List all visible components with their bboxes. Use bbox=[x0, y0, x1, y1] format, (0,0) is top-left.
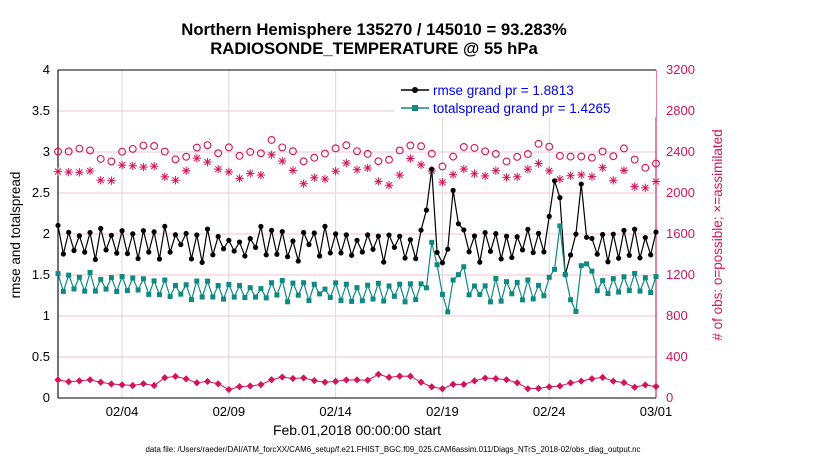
svg-text:02/19: 02/19 bbox=[426, 404, 459, 419]
svg-text:rmse and totalspread: rmse and totalspread bbox=[8, 172, 23, 299]
svg-text:1200: 1200 bbox=[666, 267, 695, 282]
svg-text:RADIOSONDE_TEMPERATURE @ 55 hP: RADIOSONDE_TEMPERATURE @ 55 hPa bbox=[210, 39, 538, 58]
svg-text:totalspread grand pr = 1.4265: totalspread grand pr = 1.4265 bbox=[433, 101, 611, 116]
svg-text:1600: 1600 bbox=[666, 226, 695, 241]
svg-text:Feb.01,2018 00:00:00 start: Feb.01,2018 00:00:00 start bbox=[273, 422, 441, 438]
svg-text:0: 0 bbox=[666, 390, 673, 405]
svg-text:rmse grand pr = 1.8813: rmse grand pr = 1.8813 bbox=[433, 83, 574, 98]
svg-text:800: 800 bbox=[666, 308, 688, 323]
svg-text:02/24: 02/24 bbox=[533, 404, 566, 419]
svg-text:# of obs: o=possible; ×=assimi: # of obs: o=possible; ×=assimilated bbox=[710, 129, 725, 340]
svg-text:2400: 2400 bbox=[666, 144, 695, 159]
svg-text:400: 400 bbox=[666, 349, 688, 364]
svg-text:03/01: 03/01 bbox=[640, 404, 673, 419]
svg-text:Northern Hemisphere 135270 / 1: Northern Hemisphere 135270 / 145010 = 93… bbox=[181, 20, 567, 39]
svg-text:data file: /Users/raeder/DAI/A: data file: /Users/raeder/DAI/ATM_forcXX/… bbox=[145, 445, 640, 454]
svg-text:2000: 2000 bbox=[666, 185, 695, 200]
svg-text:1.5: 1.5 bbox=[32, 267, 50, 282]
svg-text:2800: 2800 bbox=[666, 103, 695, 118]
svg-text:4: 4 bbox=[43, 62, 50, 77]
svg-text:3200: 3200 bbox=[666, 62, 695, 77]
svg-text:1: 1 bbox=[43, 308, 50, 323]
svg-text:0: 0 bbox=[43, 390, 50, 405]
svg-text:3.5: 3.5 bbox=[32, 103, 50, 118]
svg-text:0.5: 0.5 bbox=[32, 349, 50, 364]
svg-text:3: 3 bbox=[43, 144, 50, 159]
svg-text:2.5: 2.5 bbox=[32, 185, 50, 200]
svg-text:2: 2 bbox=[43, 226, 50, 241]
svg-text:02/09: 02/09 bbox=[213, 404, 246, 419]
svg-text:02/04: 02/04 bbox=[106, 404, 139, 419]
svg-text:02/14: 02/14 bbox=[319, 404, 352, 419]
